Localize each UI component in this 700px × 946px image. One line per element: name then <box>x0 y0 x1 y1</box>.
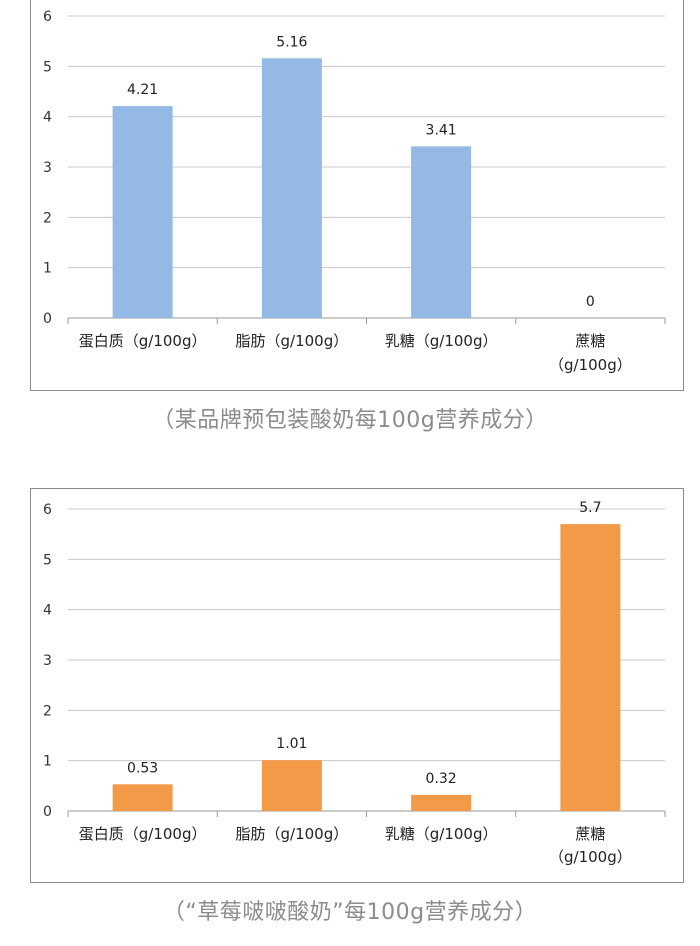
data-label: 0.32 <box>426 771 457 787</box>
bar <box>560 524 621 811</box>
data-label: 0 <box>586 294 595 310</box>
data-label: 5.16 <box>276 34 307 50</box>
category-label: 蛋白质（g/100g） <box>79 825 207 843</box>
y-tick-label: 3 <box>43 653 52 669</box>
y-tick-label: 1 <box>43 261 52 277</box>
data-label: 0.53 <box>127 760 158 776</box>
category-label: 乳糖（g/100g） <box>385 332 498 350</box>
data-label: 4.21 <box>127 82 158 98</box>
y-tick-label: 6 <box>43 502 52 518</box>
y-tick-label: 2 <box>43 703 52 719</box>
category-label: 蔗糖 <box>575 825 605 843</box>
category-label: 脂肪（g/100g） <box>236 332 349 350</box>
bar <box>261 760 322 811</box>
chart-1-caption: （某品牌预包装酸奶每100g营养成分） <box>152 408 548 433</box>
y-tick-label: 5 <box>43 59 52 75</box>
y-tick-label: 0 <box>43 804 52 820</box>
chart-1-plot: 0 1 2 3 4 5 6 4.21 蛋白质（g/100g） 5.16 脂肪（g/100g） 3.41… <box>43 9 666 374</box>
bar <box>112 106 173 318</box>
bar <box>261 58 322 318</box>
category-label: 乳糖（g/100g） <box>385 825 498 843</box>
chart-2-caption: （“草莓啵啵酸奶”每100g营养成分） <box>162 900 538 925</box>
data-label: 1.01 <box>276 736 307 752</box>
y-tick-label: 0 <box>43 311 52 327</box>
y-tick-label: 4 <box>43 110 52 126</box>
category-label: （g/100g） <box>549 848 632 866</box>
bar <box>411 146 472 318</box>
category-label: （g/100g） <box>549 356 632 374</box>
category-label: 蔗糖 <box>575 332 605 350</box>
y-tick-label: 4 <box>43 603 52 619</box>
bar <box>411 794 472 811</box>
chart-2-frame: 0 1 2 3 4 5 6 0.53 蛋白质（g/100g） 1.01 脂肪（g/100g） 0.32… <box>30 488 684 883</box>
y-tick-label: 5 <box>43 552 52 568</box>
category-label: 蛋白质（g/100g） <box>79 332 207 350</box>
chart-2-plot: 0 1 2 3 4 5 6 0.53 蛋白质（g/100g） 1.01 脂肪（g/100g） 0.32… <box>43 500 666 866</box>
y-tick-label: 1 <box>43 754 52 770</box>
chart-1-frame: 0 1 2 3 4 5 6 4.21 蛋白质（g/100g） 5.16 脂肪（g/100g） 3.41… <box>30 0 684 391</box>
y-tick-label: 6 <box>43 9 52 25</box>
category-label: 脂肪（g/100g） <box>236 825 349 843</box>
y-tick-label: 3 <box>43 160 52 176</box>
bar <box>112 784 173 811</box>
y-tick-label: 2 <box>43 210 52 226</box>
data-label: 3.41 <box>426 122 457 138</box>
data-label: 5.7 <box>579 500 601 516</box>
